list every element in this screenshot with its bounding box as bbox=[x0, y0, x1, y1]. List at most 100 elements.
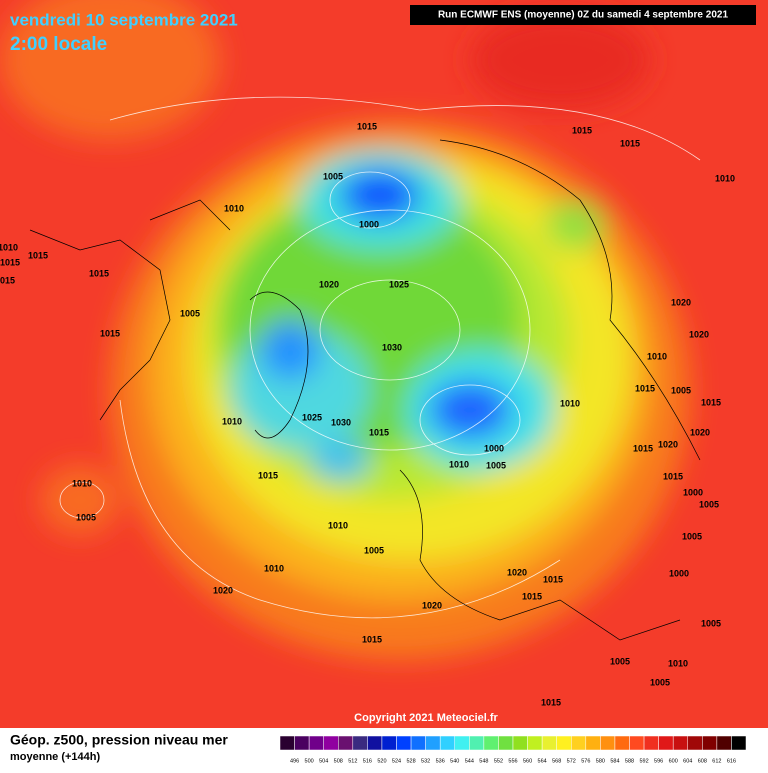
legend-swatch bbox=[643, 735, 659, 751]
legend-swatch bbox=[614, 735, 630, 751]
isobar-label: 1010 bbox=[264, 563, 284, 573]
legend-swatch bbox=[323, 735, 339, 751]
legend-level: 500 bbox=[305, 758, 314, 764]
isobar-label: 1010 bbox=[668, 658, 688, 668]
isobar-label: 1010 bbox=[224, 203, 244, 213]
legend-swatch bbox=[425, 735, 441, 751]
isobar-label: 1015 bbox=[28, 250, 48, 260]
legend-level: 572 bbox=[567, 758, 576, 764]
legend-swatch bbox=[716, 735, 732, 751]
legend-swatch bbox=[672, 735, 688, 751]
isobar-label: 1010 bbox=[222, 416, 242, 426]
legend-swatch bbox=[338, 735, 354, 751]
isobar-label: 1030 bbox=[331, 417, 351, 427]
legend-level: 556 bbox=[508, 758, 517, 764]
isobar-label: 1015 bbox=[635, 383, 655, 393]
isobar-label: 1015 bbox=[663, 471, 683, 481]
legend-level: 520 bbox=[377, 758, 386, 764]
footer-subtitle: moyenne (+144h) bbox=[10, 751, 101, 763]
legend-level: 552 bbox=[494, 758, 503, 764]
valid-time: 2:00 locale bbox=[10, 34, 107, 55]
isobar-label: 1020 bbox=[689, 329, 709, 339]
legend-level: 524 bbox=[392, 758, 401, 764]
isobar-label: 1025 bbox=[302, 412, 322, 422]
isobar-label: 1015 bbox=[0, 275, 15, 285]
legend-swatch bbox=[541, 735, 557, 751]
isobar-label: 1015 bbox=[541, 697, 561, 707]
isobar-label: 1000 bbox=[484, 443, 504, 453]
legend-swatch bbox=[469, 735, 485, 751]
legend-level: 496 bbox=[290, 758, 299, 764]
legend-swatch bbox=[352, 735, 368, 751]
isobar-label: 1015 bbox=[572, 125, 592, 135]
legend-swatch bbox=[381, 735, 397, 751]
isobar-label: 1020 bbox=[422, 600, 442, 610]
color-legend: 496 500 504 508 512 516 520 524 528 532 536 540 544 5… bbox=[279, 735, 747, 764]
legend-swatch bbox=[279, 735, 295, 751]
legend-swatch bbox=[629, 735, 645, 751]
isobar-label: 1010 bbox=[0, 242, 18, 252]
isobar-label: 1005 bbox=[699, 499, 719, 509]
isobar-label: 1020 bbox=[690, 427, 710, 437]
isobar-label: 1015 bbox=[258, 470, 278, 480]
legend-swatch bbox=[483, 735, 499, 751]
legend-level: 600 bbox=[669, 758, 678, 764]
legend-swatch bbox=[571, 735, 587, 751]
isobar-label: 1010 bbox=[560, 398, 580, 408]
legend-swatch bbox=[367, 735, 383, 751]
isobar-label: 1000 bbox=[683, 487, 703, 497]
isobar-label: 1015 bbox=[701, 397, 721, 407]
isobar-label: 1015 bbox=[362, 634, 382, 644]
copyright: Copyright 2021 Meteociel.fr bbox=[354, 712, 498, 724]
isobar-label: 1005 bbox=[180, 308, 200, 318]
legend-level: 508 bbox=[334, 758, 343, 764]
legend-swatch bbox=[731, 735, 747, 751]
isobar-label: 1015 bbox=[633, 443, 653, 453]
legend-swatch bbox=[396, 735, 412, 751]
legend-level: 544 bbox=[465, 758, 474, 764]
isobar-label: 1005 bbox=[323, 171, 343, 181]
isobar-label: 1020 bbox=[319, 279, 339, 289]
isobar-label: 1015 bbox=[369, 427, 389, 437]
legend-level: 528 bbox=[406, 758, 415, 764]
isobar-label: 1015 bbox=[100, 328, 120, 338]
isobar-labels: 1015 1015 1015 1005 1000 1010 1010 1010 1015 1015… bbox=[0, 121, 735, 707]
footer-title: Géop. z500, pression niveau mer bbox=[10, 732, 228, 748]
field bbox=[0, 0, 768, 728]
legend-swatch bbox=[439, 735, 455, 751]
legend-swatch bbox=[308, 735, 324, 751]
isobar-label: 1015 bbox=[0, 257, 20, 267]
isobar-label: 1010 bbox=[449, 459, 469, 469]
legend-level: 540 bbox=[450, 758, 459, 764]
geopotential-shading bbox=[0, 0, 690, 660]
isobar-label: 1020 bbox=[507, 567, 527, 577]
legend-swatch bbox=[585, 735, 601, 751]
legend-swatch bbox=[600, 735, 616, 751]
legend-level: 560 bbox=[523, 758, 532, 764]
legend-swatch bbox=[556, 735, 572, 751]
run-info: Run ECMWF ENS (moyenne) 0Z du samedi 4 s… bbox=[438, 10, 729, 21]
isobar-label: 1030 bbox=[382, 342, 402, 352]
isobar-label: 1015 bbox=[357, 121, 377, 131]
legend-level: 576 bbox=[581, 758, 590, 764]
isobar-label: 1005 bbox=[76, 512, 96, 522]
isobar-label: 1000 bbox=[669, 568, 689, 578]
isobar-label: 1005 bbox=[671, 385, 691, 395]
isobar-label: 1020 bbox=[213, 585, 233, 595]
isobar-label: 1005 bbox=[650, 677, 670, 687]
legend-swatch bbox=[687, 735, 703, 751]
legend-swatch bbox=[454, 735, 470, 751]
legend-swatch bbox=[512, 735, 528, 751]
isobar-label: 1015 bbox=[543, 574, 563, 584]
isobar-lines bbox=[59, 96, 701, 619]
legend-level: 604 bbox=[683, 758, 692, 764]
legend-level: 516 bbox=[363, 758, 372, 764]
legend-swatch bbox=[527, 735, 543, 751]
legend-level: 608 bbox=[698, 758, 707, 764]
legend-level: 532 bbox=[421, 758, 430, 764]
isobar-label: 1020 bbox=[671, 297, 691, 307]
legend-level: 568 bbox=[552, 758, 561, 764]
legend-level: 548 bbox=[479, 758, 488, 764]
